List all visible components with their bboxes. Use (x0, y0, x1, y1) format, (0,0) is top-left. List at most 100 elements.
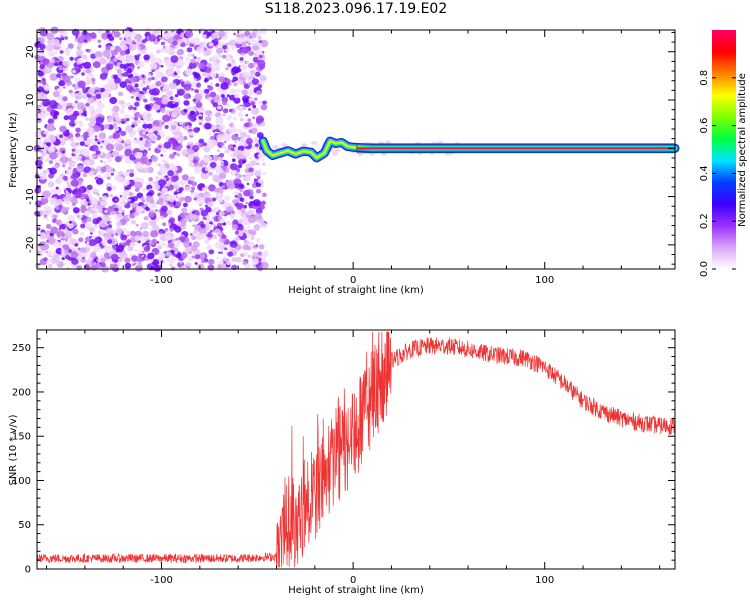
noise-speckle (50, 226, 59, 234)
noise-speckle (222, 100, 228, 106)
noise-speckle (114, 174, 122, 181)
noise-speckle (193, 72, 201, 79)
noise-speckle (48, 51, 55, 58)
noise-speckle (189, 131, 195, 137)
noise-speckle (155, 71, 164, 79)
noise-speckle (97, 141, 101, 145)
colorbar-label: Normalized spectral amplitude (737, 73, 748, 227)
noise-speckle (68, 89, 73, 94)
noise-speckle (191, 235, 197, 241)
noise-speckle (213, 224, 216, 227)
noise-speckle (41, 152, 46, 157)
noise-speckle (214, 188, 217, 192)
noise-speckle (202, 142, 207, 146)
noise-speckle (250, 101, 256, 106)
noise-speckle (124, 202, 127, 205)
noise-speckle (207, 201, 214, 208)
noise-speckle (142, 167, 149, 174)
noise-speckle (230, 163, 238, 171)
noise-speckle (193, 56, 197, 59)
noise-speckle (63, 115, 70, 121)
noise-speckle (240, 253, 245, 258)
noise-speckle (217, 216, 222, 221)
noise-speckle (188, 161, 195, 168)
noise-speckle (183, 100, 190, 106)
noise-speckle (214, 99, 218, 103)
snr-x-axis-title: Height of straight line (km) (288, 585, 424, 596)
noise-speckle (132, 110, 137, 114)
noise-speckle (43, 85, 51, 92)
noise-speckle (62, 75, 71, 83)
noise-speckle (334, 148, 341, 153)
noise-speckle (258, 168, 262, 172)
y-tick-label: 100 (12, 476, 31, 487)
spectrogram-x-axis-title: Height of straight line (km) (288, 285, 424, 296)
noise-speckle (87, 123, 91, 126)
noise-speckle (233, 152, 238, 157)
noise-speckle (163, 83, 169, 89)
noise-speckle (70, 179, 79, 187)
noise-speckle (167, 90, 173, 96)
noise-speckle (52, 38, 60, 47)
noise-speckle (79, 247, 87, 253)
noise-speckle (196, 46, 205, 54)
noise-speckle (208, 42, 214, 47)
noise-speckle (165, 251, 172, 257)
noise-speckle (212, 155, 220, 162)
noise-speckle (235, 236, 240, 241)
noise-speckle (231, 257, 237, 262)
noise-speckle (155, 130, 158, 133)
noise-speckle (49, 170, 52, 173)
noise-speckle (44, 168, 50, 174)
noise-speckle (197, 62, 205, 70)
noise-speckle (101, 90, 110, 99)
noise-speckle (119, 108, 125, 114)
noise-speckle (143, 98, 148, 103)
noise-speckle (128, 43, 137, 52)
noise-speckle (151, 238, 157, 244)
noise-speckle (162, 222, 167, 227)
noise-speckle (160, 107, 166, 113)
noise-speckle (88, 105, 95, 112)
noise-speckle (199, 113, 203, 117)
noise-speckle (242, 260, 247, 266)
noise-speckle (46, 240, 49, 243)
noise-speckle (65, 206, 70, 211)
noise-speckle (227, 63, 232, 67)
noise-speckle (122, 227, 127, 232)
noise-speckle (169, 96, 174, 101)
noise-speckle (247, 82, 252, 86)
noise-speckle (67, 223, 74, 229)
noise-speckle (206, 97, 212, 102)
noise-speckle (254, 71, 261, 77)
noise-speckle (215, 170, 220, 175)
noise-speckle (133, 91, 140, 97)
noise-speckle (224, 108, 228, 112)
noise-speckle (147, 77, 152, 81)
noise-speckle (197, 100, 201, 104)
noise-speckle (164, 234, 172, 241)
noise-speckle (58, 80, 66, 87)
noise-speckle (261, 41, 265, 44)
noise-speckle (71, 258, 79, 265)
noise-speckle (79, 232, 85, 237)
noise-speckle (57, 104, 63, 110)
noise-speckle (213, 125, 218, 130)
noise-speckle (129, 181, 135, 186)
noise-speckle (244, 30, 251, 37)
noise-speckle (89, 252, 97, 259)
noise-speckle (259, 74, 267, 81)
noise-speckle (231, 47, 235, 51)
noise-speckle (58, 66, 63, 71)
noise-speckle (117, 262, 121, 266)
noise-speckle (187, 256, 193, 261)
noise-speckle (105, 227, 114, 235)
noise-speckle (72, 202, 76, 206)
noise-speckle (77, 36, 85, 44)
noise-speckle (65, 107, 74, 116)
noise-speckle (64, 194, 72, 202)
noise-speckle (77, 96, 82, 100)
noise-speckle (174, 251, 178, 255)
noise-speckle (47, 38, 53, 45)
